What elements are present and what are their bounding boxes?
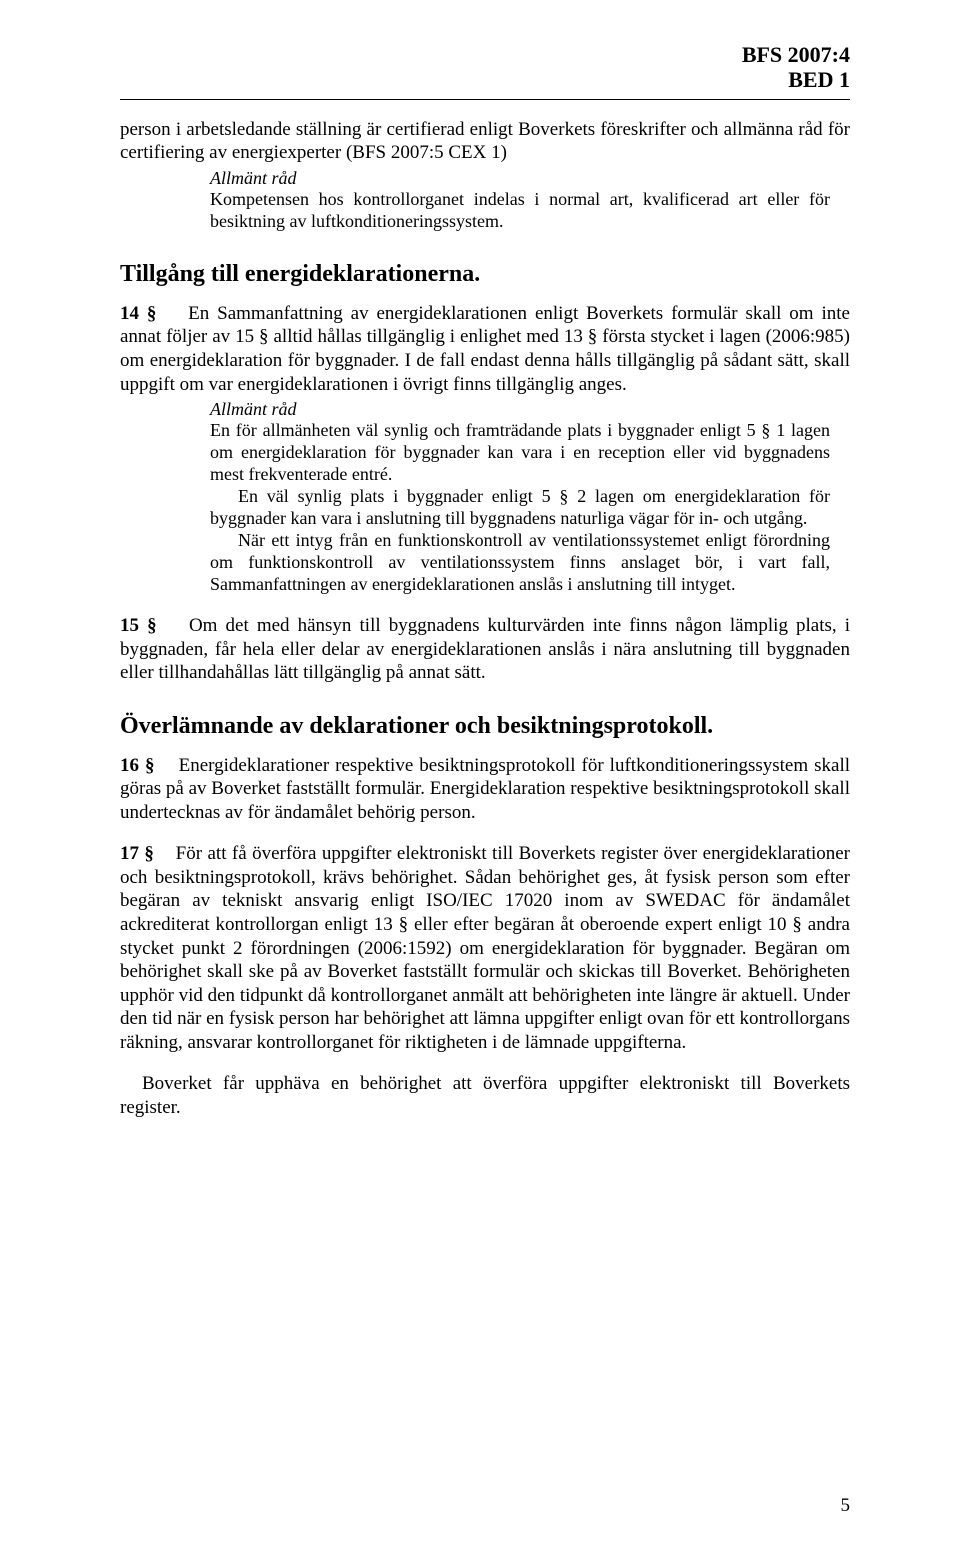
page-header: BFS 2007:4 BED 1 bbox=[120, 42, 850, 93]
header-line-2: BED 1 bbox=[120, 67, 850, 92]
paragraph-17: 17 § För att få överföra uppgifter elekt… bbox=[120, 842, 850, 1054]
paragraph-16: 16 § Energideklarationer respektive besi… bbox=[120, 754, 850, 825]
p16-body: Energideklarationer respektive besiktnin… bbox=[120, 755, 850, 823]
p15-body: Om det med hänsyn till byggnadens kultur… bbox=[120, 615, 850, 683]
intro-block: person i arbetsledande ställning är cert… bbox=[120, 118, 850, 233]
document-page: BFS 2007:4 BED 1 person i arbetsledande … bbox=[0, 0, 960, 1557]
p15-number: 15 § bbox=[120, 615, 157, 636]
p16-text: 16 § Energideklarationer respektive besi… bbox=[120, 754, 850, 825]
p16-number: 16 § bbox=[120, 755, 155, 776]
paragraph-15: 15 § Om det med hänsyn till byggnadens k… bbox=[120, 614, 850, 685]
advice-14-3: När ett intyg från en funktionskontroll … bbox=[210, 530, 830, 596]
advice-block-intro: Kompetensen hos kontrollorganet indelas … bbox=[210, 189, 830, 233]
advice-label: Allmänt råd bbox=[210, 167, 850, 189]
p14-body: En Sammanfattning av energideklarationen… bbox=[120, 303, 850, 395]
advice-14-1: En för allmänheten väl synlig och framtr… bbox=[210, 420, 830, 486]
advice-label-14: Allmänt råd bbox=[210, 398, 850, 420]
advice-text: Kompetensen hos kontrollorganet indelas … bbox=[210, 189, 830, 233]
advice-block-14: En för allmänheten väl synlig och framtr… bbox=[210, 420, 830, 596]
p14-number: 14 § bbox=[120, 303, 156, 324]
advice-14-2: En väl synlig plats i byggnader enligt 5… bbox=[210, 486, 830, 530]
p14-text: 14 § En Sammanfattning av energideklarat… bbox=[120, 302, 850, 396]
p17-text: 17 § För att få överföra uppgifter elekt… bbox=[120, 842, 850, 1054]
page-number: 5 bbox=[841, 1495, 851, 1517]
final-text: Boverket får upphäva en behörighet att ö… bbox=[120, 1072, 850, 1119]
p15-text: 15 § Om det med hänsyn till byggnadens k… bbox=[120, 614, 850, 685]
header-line-1: BFS 2007:4 bbox=[120, 42, 850, 67]
intro-paragraph: person i arbetsledande ställning är cert… bbox=[120, 118, 850, 165]
final-paragraph: Boverket får upphäva en behörighet att ö… bbox=[120, 1072, 850, 1119]
heading-overlamnande: Överlämnande av deklarationer och besikt… bbox=[120, 713, 850, 740]
p17-number: 17 § bbox=[120, 843, 154, 864]
p17-body: För att få överföra uppgifter elektronis… bbox=[120, 843, 850, 1052]
heading-tillgang: Tillgång till energideklarationerna. bbox=[120, 261, 850, 288]
header-rule bbox=[120, 99, 850, 100]
paragraph-14: 14 § En Sammanfattning av energideklarat… bbox=[120, 302, 850, 596]
